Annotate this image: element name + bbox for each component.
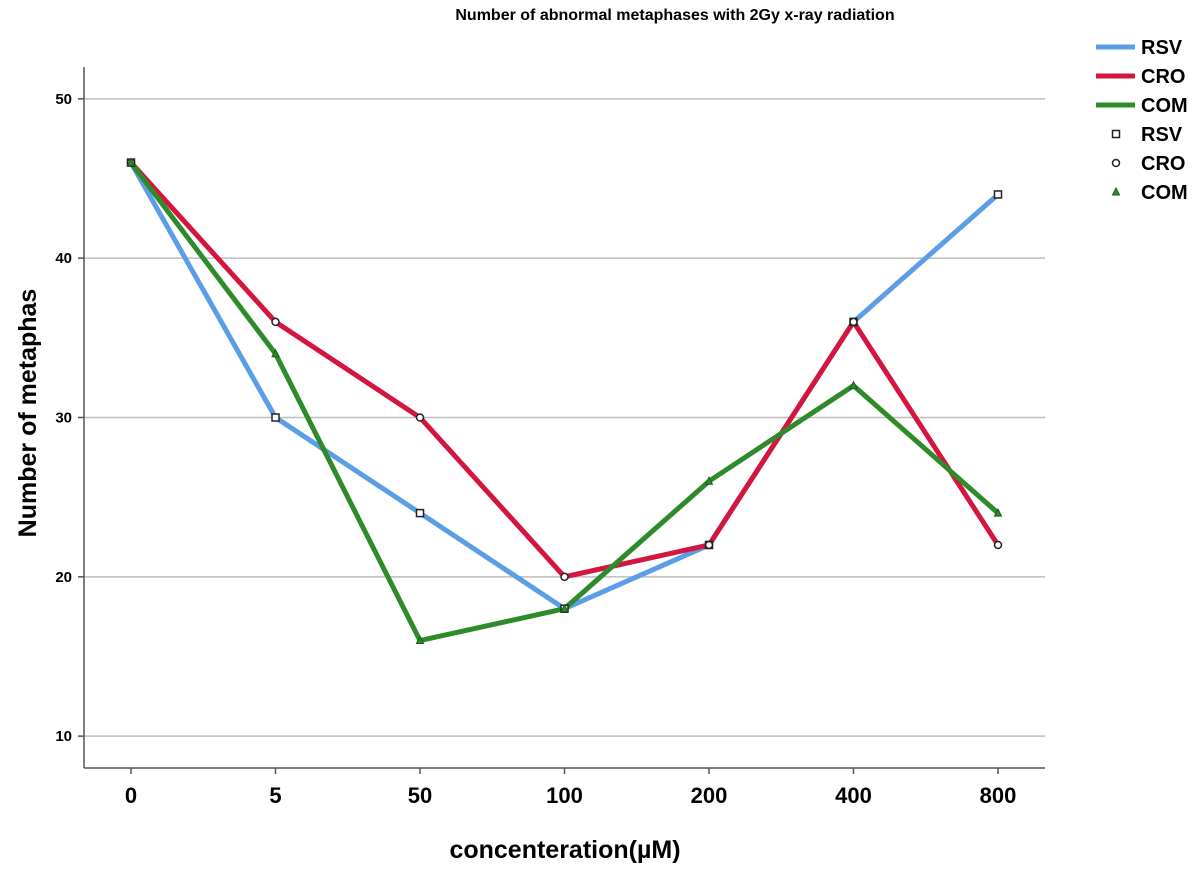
series-lines [128, 160, 1001, 644]
point-com-400 [849, 380, 858, 390]
point-cro-50 [415, 413, 425, 422]
y-tick-label: 40 [55, 250, 72, 267]
gridlines [84, 98, 1045, 737]
point-com-100 [560, 603, 569, 613]
x-tick-label: 0 [125, 783, 137, 808]
legend-label: CRO [1141, 66, 1185, 88]
legend-label: RSV [1141, 37, 1183, 59]
legend: RSV CRO COM RSV CRO COM [1096, 37, 1188, 204]
x-axis-title: concenteration(µM) [449, 836, 680, 864]
legend-marker-com [1111, 186, 1121, 196]
series-line-com [129, 161, 1000, 644]
point-rsv-800 [993, 190, 1003, 199]
legend-marker-rsv [1111, 129, 1121, 139]
legend-label: COM [1141, 182, 1188, 204]
x-tick-label: 400 [835, 783, 872, 808]
point-rsv-5 [271, 413, 280, 422]
legend-label: CRO [1141, 153, 1185, 175]
x-tick-labels: 0 5 50 100 200 400 800 [125, 768, 1016, 808]
y-tick-labels: 10 20 30 40 50 [55, 91, 84, 745]
chart-title: Number of abnormal metaphases with 2Gy x… [455, 7, 894, 24]
point-cro-400 [849, 317, 858, 327]
series-markers [126, 157, 1003, 645]
point-com-0 [126, 157, 136, 167]
point-rsv-50 [415, 508, 425, 518]
point-cro-5 [271, 317, 280, 327]
legend-label: COM [1141, 95, 1188, 117]
legend-marker-cro [1111, 158, 1121, 168]
point-com-800 [993, 507, 1003, 517]
x-tick-label: 50 [408, 783, 432, 808]
x-tick-label: 5 [269, 783, 281, 808]
y-axis-title: Number of metaphas [14, 289, 42, 538]
x-tick-label: 800 [980, 783, 1017, 808]
series-line-cro [129, 160, 1001, 580]
point-cro-100 [560, 572, 569, 582]
y-tick-label: 50 [55, 91, 72, 108]
legend-label: RSV [1141, 124, 1183, 146]
y-tick-label: 10 [55, 728, 72, 745]
x-tick-label: 200 [691, 783, 728, 808]
point-cro-800 [993, 540, 1003, 550]
y-tick-label: 20 [55, 569, 72, 586]
series-line-rsv [128, 161, 1000, 612]
point-com-5 [271, 348, 280, 358]
y-tick-label: 30 [55, 410, 72, 427]
x-tick-label: 100 [546, 783, 583, 808]
point-com-200 [704, 476, 714, 485]
point-cro-200 [704, 540, 714, 550]
point-com-50 [415, 635, 425, 645]
